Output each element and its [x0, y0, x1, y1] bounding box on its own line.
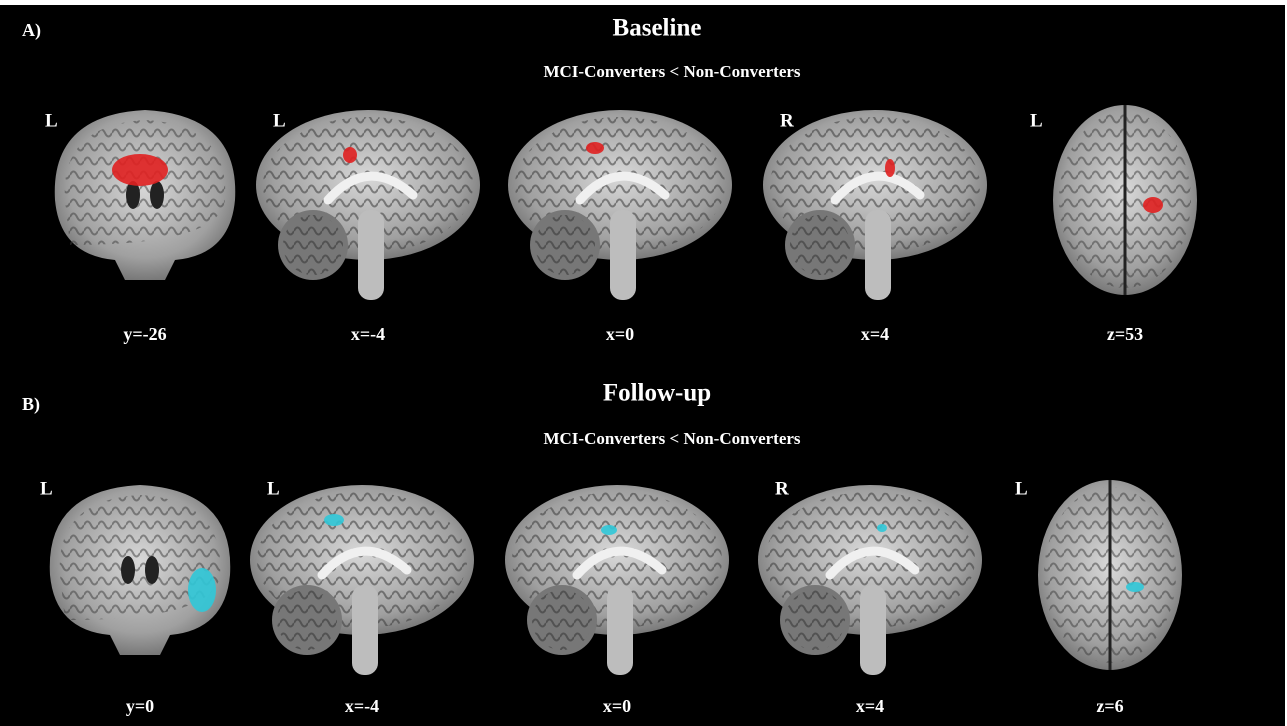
panel-label: B) [22, 394, 40, 415]
brainstem [607, 585, 633, 675]
brainstem [352, 585, 378, 675]
brainstem [860, 585, 886, 675]
panel-subtitle: MCI-Converters < Non-Converters [543, 62, 800, 81]
orientation-label: L [40, 478, 53, 499]
cerebellum-folia [535, 215, 595, 275]
cerebellum-folia [283, 215, 343, 275]
slice-coordinate: x=-4 [345, 696, 379, 716]
activation-cluster [324, 514, 344, 526]
activation-cluster [1126, 582, 1144, 592]
slice-coordinate: z=53 [1107, 324, 1143, 344]
cerebellum-folia [532, 590, 592, 650]
cerebellum-folia [790, 215, 850, 275]
slice-coordinate: x=-4 [351, 324, 385, 344]
panel-subtitle: MCI-Converters < Non-Converters [543, 429, 800, 448]
ventricle [150, 181, 164, 209]
brainstem [610, 210, 636, 300]
slice-coordinate: z=6 [1096, 696, 1123, 716]
activation-cluster [877, 524, 887, 532]
slice-coordinate: y=-26 [123, 324, 166, 344]
activation-cluster [885, 159, 895, 177]
cerebellum-folia [277, 590, 337, 650]
brain-image [1038, 480, 1182, 670]
panel-title: Follow-up [603, 380, 711, 407]
activation-cluster [343, 147, 357, 163]
brainstem [358, 210, 384, 300]
panel-label: A) [22, 20, 41, 41]
activation-cluster [601, 525, 617, 535]
activation-cluster [112, 154, 168, 186]
ventricle [121, 556, 135, 584]
slice-coordinate: x=4 [861, 324, 889, 344]
orientation-label: L [45, 110, 58, 131]
orientation-label: R [780, 110, 794, 131]
activation-cluster [188, 568, 216, 612]
slice-coordinate: y=0 [126, 696, 154, 716]
slice-coordinate: x=0 [603, 696, 631, 716]
activation-cluster [586, 142, 604, 154]
orientation-label: L [1015, 478, 1028, 499]
activation-cluster [1143, 197, 1163, 213]
orientation-label: L [267, 478, 280, 499]
figure: A) Baseline MCI-Converters < Non-Converter… [0, 0, 1287, 726]
brainstem [865, 210, 891, 300]
orientation-label: L [273, 110, 286, 131]
panel-title: Baseline [613, 15, 702, 42]
ventricle [145, 556, 159, 584]
slice-coordinate: x=4 [856, 696, 884, 716]
slice-coordinate: x=0 [606, 324, 634, 344]
brain-image [1053, 105, 1197, 295]
orientation-label: L [1030, 110, 1043, 131]
cerebellum-folia [785, 590, 845, 650]
orientation-label: R [775, 478, 789, 499]
